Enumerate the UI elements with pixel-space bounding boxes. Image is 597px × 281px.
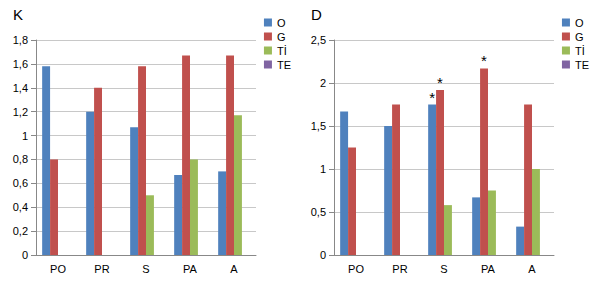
- svg-text:TE: TE: [575, 59, 589, 71]
- svg-text:S: S: [440, 263, 447, 275]
- svg-text:2,5: 2,5: [311, 34, 326, 46]
- svg-text:1: 1: [22, 130, 28, 142]
- svg-text:TE: TE: [277, 59, 291, 71]
- svg-text:G: G: [277, 31, 286, 43]
- svg-text:A: A: [230, 263, 238, 275]
- svg-text:*: *: [437, 74, 443, 91]
- svg-text:*: *: [429, 89, 435, 106]
- svg-text:1,5: 1,5: [311, 120, 326, 132]
- svg-text:1,6: 1,6: [13, 58, 28, 70]
- svg-text:1,4: 1,4: [13, 82, 28, 94]
- svg-text:G: G: [575, 31, 584, 43]
- svg-text:*: *: [481, 52, 487, 69]
- svg-text:O: O: [277, 17, 286, 29]
- svg-text:K: K: [13, 6, 23, 23]
- svg-text:1,2: 1,2: [13, 106, 28, 118]
- svg-text:PR: PR: [94, 263, 109, 275]
- svg-text:S: S: [142, 263, 149, 275]
- svg-text:0: 0: [320, 249, 326, 261]
- svg-text:PO: PO: [348, 263, 364, 275]
- svg-text:0: 0: [22, 249, 28, 261]
- svg-text:0,4: 0,4: [13, 201, 28, 213]
- svg-text:0,2: 0,2: [13, 225, 28, 237]
- svg-text:Tİ: Tİ: [277, 45, 287, 57]
- svg-text:D: D: [311, 6, 322, 23]
- svg-text:A: A: [528, 263, 536, 275]
- svg-text:O: O: [575, 17, 584, 29]
- svg-text:0,5: 0,5: [311, 206, 326, 218]
- svg-text:PA: PA: [183, 263, 198, 275]
- svg-text:0,6: 0,6: [13, 177, 28, 189]
- svg-text:Tİ: Tİ: [575, 45, 585, 57]
- svg-text:1: 1: [320, 163, 326, 175]
- svg-text:PA: PA: [481, 263, 496, 275]
- svg-text:PO: PO: [50, 263, 66, 275]
- svg-text:PR: PR: [392, 263, 407, 275]
- svg-text:0,8: 0,8: [13, 153, 28, 165]
- svg-text:1,8: 1,8: [13, 34, 28, 46]
- svg-text:2: 2: [320, 77, 326, 89]
